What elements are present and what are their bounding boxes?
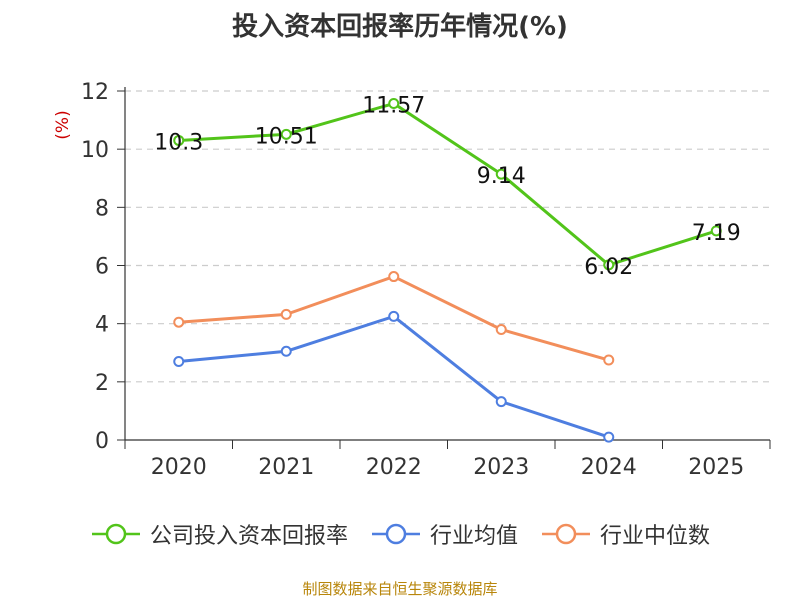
legend-marker-industry-median: [542, 523, 590, 545]
data-label: 6.02: [584, 255, 633, 280]
legend-label-company: 公司投入资本回报率: [149, 524, 348, 549]
legend: 公司投入资本回报率 行业均值 行业中位数: [0, 518, 800, 550]
data-point-industry_avg: [173, 355, 185, 367]
y-tick-label: 12: [81, 80, 109, 105]
legend-label-industry-median: 行业中位数: [600, 524, 711, 549]
x-tick-label: 2025: [688, 455, 744, 480]
data-point-industry_median: [603, 354, 615, 366]
legend-item-industry-median[interactable]: 行业中位数: [540, 518, 710, 550]
legend-marker-company: [91, 523, 140, 545]
x-tick-label: 2020: [151, 455, 207, 480]
y-axis-label: (%): [53, 110, 73, 139]
x-tick-label: 2022: [366, 455, 422, 480]
data-point-company: [710, 225, 722, 237]
y-tick-label: 2: [95, 371, 109, 396]
data-point-company: [603, 259, 615, 271]
x-tick-label: 2021: [258, 455, 314, 480]
source-note: 制图数据来自恒生聚源数据库: [302, 580, 498, 598]
x-tick-label: 2023: [473, 455, 529, 480]
y-tick-label: 4: [95, 313, 109, 338]
data-label: 7.19: [692, 221, 741, 246]
data-point-industry_avg: [495, 396, 507, 408]
legend-marker-industry-avg: [371, 523, 420, 545]
legend-label-industry-avg: 行业均值: [429, 524, 518, 549]
data-point-company: [495, 168, 507, 180]
data-label: 10.3: [154, 130, 203, 155]
data-label: 9.14: [477, 164, 526, 189]
data-point-company: [388, 98, 400, 110]
data-label: 11.57: [362, 94, 425, 119]
data-point-industry_median: [495, 323, 507, 335]
data-point-industry_avg: [388, 310, 400, 322]
data-point-industry_median: [388, 271, 400, 283]
chart-title: 投入资本回报率历年情况(%): [232, 12, 568, 42]
data-label: 10.51: [255, 124, 318, 149]
x-tick-label: 2024: [581, 455, 637, 480]
series-line-industry_avg: [178, 314, 610, 439]
data-point-industry_median: [173, 316, 185, 328]
y-tick-label: 10: [81, 138, 109, 163]
data-point-industry_median: [280, 308, 292, 320]
y-tick-label: 6: [95, 255, 109, 280]
legend-item-industry-avg[interactable]: 行业均值: [370, 518, 518, 550]
data-point-industry_avg: [280, 345, 292, 357]
data-point-company: [280, 128, 292, 140]
data-point-industry_avg: [603, 431, 615, 443]
data-point-company: [173, 134, 185, 146]
series-line-company: [178, 102, 717, 267]
y-tick-label: 8: [95, 196, 109, 221]
legend-item-company[interactable]: 公司投入资本回报率: [90, 518, 348, 550]
y-tick-label: 0: [95, 429, 109, 454]
